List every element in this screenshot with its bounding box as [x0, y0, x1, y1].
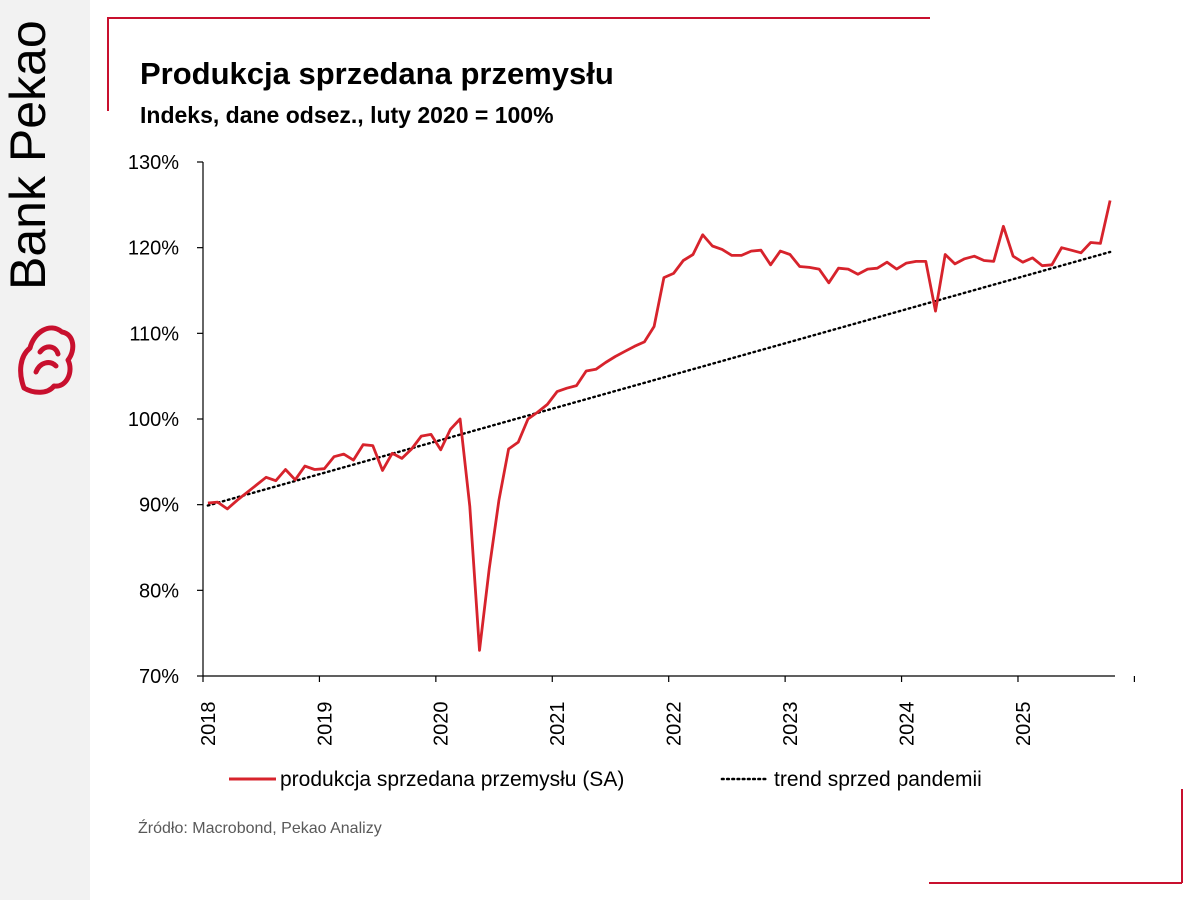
- y-tick-label: 70%: [139, 666, 179, 688]
- frame-top-line: [107, 17, 930, 19]
- y-axis: 70% 80% 90% 100% 110% 120% 130%: [128, 152, 204, 688]
- y-tick-label: 80%: [139, 580, 179, 602]
- x-tick-label: 2024: [896, 702, 918, 747]
- x-tick-label: 2025: [1013, 702, 1035, 747]
- legend-label-trend: trend sprzed pandemii: [774, 768, 982, 791]
- frame-bottom-right-line: [1181, 789, 1183, 883]
- legend-label-production: produkcja sprzedana przemysłu (SA): [280, 768, 624, 791]
- bank-pekao-logo-icon: [18, 325, 76, 395]
- x-tick-label: 2019: [314, 702, 336, 747]
- x-axis: 2018 2019 2020 2021 2022 2023 2024 2025: [198, 675, 1136, 747]
- chart-title: Produkcja sprzedana przemysłu: [140, 56, 614, 91]
- chart-subtitle: Indeks, dane odsez., luty 2020 = 100%: [140, 102, 554, 128]
- production-line: [207, 200, 1112, 652]
- y-tick-label: 130%: [128, 152, 179, 174]
- trend-line: [206, 250, 1112, 507]
- x-tick-label: 2020: [431, 702, 453, 747]
- plot-area: [206, 200, 1112, 652]
- y-tick-label: 90%: [139, 495, 179, 517]
- frame-top-left-line: [107, 17, 109, 111]
- brand-panel: Bank Pekao: [0, 0, 90, 900]
- x-tick-label: 2021: [547, 702, 569, 747]
- x-tick-label: 2022: [664, 702, 686, 747]
- y-tick-label: 120%: [128, 238, 179, 260]
- y-tick-label: 100%: [128, 409, 179, 431]
- legend: produkcja sprzedana przemysłu (SA) trend…: [229, 768, 982, 791]
- x-tick-label: 2023: [780, 702, 802, 747]
- brand-name: Bank Pekao: [0, 20, 56, 290]
- brand-logo: Bank Pekao: [0, 20, 76, 395]
- x-tick-label: 2018: [198, 702, 220, 747]
- frame-bottom-line: [929, 882, 1182, 884]
- source-note: Źródło: Macrobond, Pekao Analizy: [138, 820, 382, 837]
- y-tick-label: 110%: [129, 323, 179, 345]
